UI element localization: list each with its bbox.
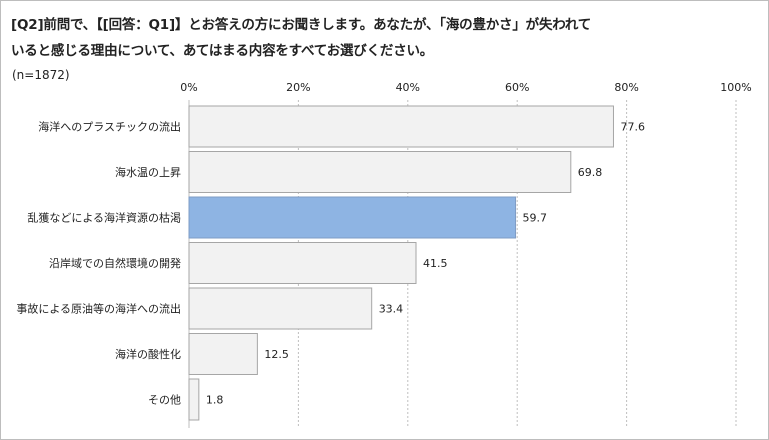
category-label-7: その他 — [148, 394, 181, 407]
x-tick-label-0: 0% — [180, 81, 197, 94]
data-label-1: 77.6 — [620, 121, 645, 134]
chart-title-line-1: [Q2]前問で、【[回答：Q1]】とお答えの方にお聞きします。あなたが、「海の豊… — [11, 17, 592, 33]
bar-5 — [188, 287, 373, 330]
category-label-1: 海洋へのプラスチックの流出 — [38, 120, 181, 134]
bar-2 — [188, 151, 572, 193]
bar-1 — [188, 105, 614, 148]
x-tick-label-80: 80% — [614, 81, 638, 94]
x-tick-label-20: 20% — [286, 81, 310, 94]
category-label-6: 海洋の酸性化 — [115, 347, 181, 361]
bar-3 — [188, 196, 517, 239]
bar-4 — [188, 242, 417, 284]
data-label-7: 1.8 — [206, 394, 224, 407]
x-tick-label-100: 100% — [720, 81, 751, 94]
category-label-2: 海水温の上昇 — [115, 165, 181, 179]
bar-6 — [188, 333, 258, 375]
category-label-4: 沿岸域での自然環境の開発 — [49, 256, 181, 270]
x-tick-label-40: 40% — [396, 81, 420, 94]
category-label-5: 事故による原油等の海洋への流出 — [16, 302, 181, 316]
data-label-6: 12.5 — [264, 348, 289, 361]
data-label-5: 33.4 — [379, 303, 404, 316]
sample-size-label: (n=1872) — [12, 68, 70, 82]
x-tick-label-60: 60% — [505, 81, 529, 94]
bar-7 — [188, 378, 200, 421]
data-label-3: 59.7 — [523, 212, 548, 225]
chart-title-line-2: いると感じる理由について、あてはまる内容をすべてお選びください。 — [11, 43, 434, 59]
data-label-2: 69.8 — [578, 166, 603, 179]
data-label-4: 41.5 — [423, 257, 448, 270]
category-label-3: 乱獲などによる海洋資源の枯渇 — [27, 211, 181, 225]
